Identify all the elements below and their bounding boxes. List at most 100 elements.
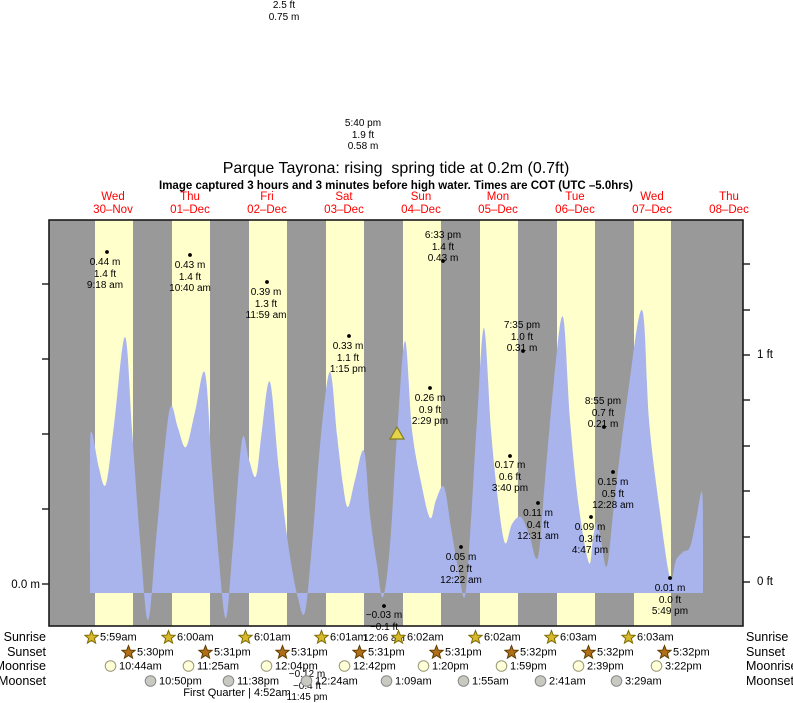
- moonrise-time: 12:04pm: [275, 660, 318, 672]
- sunrise-star-shape: [238, 629, 253, 645]
- sunset-time: 5:32pm: [673, 646, 710, 658]
- tide-annotation-line: 0.05 m: [445, 552, 477, 563]
- tide-annotation-line: 0.33 m: [332, 341, 364, 352]
- tide-annotation-line: 0.09 m: [574, 522, 606, 533]
- sunrise-star-icon: [544, 629, 559, 645]
- moonset-entry: 10:50pm: [143, 674, 202, 689]
- tide-annotation-line: 1.4 ft: [93, 268, 117, 280]
- tide-annotation-line: 11:59 am: [245, 310, 287, 321]
- sunset-star-icon: [504, 644, 519, 660]
- sunset-star-icon: [198, 644, 213, 660]
- tide-annotation-line: 0.2 ft: [449, 563, 473, 575]
- tide-curve-area: [89, 309, 704, 620]
- sunrise-entry: 6:00am: [161, 629, 214, 645]
- moonset-circle-shape: [300, 675, 313, 687]
- sunrise-star-shape: [314, 629, 329, 645]
- moonset-circle-icon: [534, 675, 547, 687]
- sunset-time: 5:32pm: [597, 646, 634, 658]
- tide-annotation-line: 0.11 m: [523, 508, 553, 519]
- sunset-star-shape: [504, 644, 519, 660]
- sunrise-star-icon: [314, 629, 329, 645]
- tide-annotation-line: 0.43 m: [174, 260, 206, 271]
- sunset-star-shape: [352, 644, 367, 660]
- moonset-entry: 11:38pm: [221, 674, 279, 689]
- tide-event-dot: [611, 470, 615, 474]
- moonrise-time: 1:20pm: [432, 660, 469, 672]
- moonset-circle-icon: [380, 675, 393, 687]
- sunset-entry: 5:30pm: [121, 644, 174, 660]
- row-label-moonset-right: Moonset: [746, 674, 793, 688]
- tide-annotation: 0.33 m 1.1 ft 1:15 pm: [330, 341, 366, 376]
- sunrise-entry: 6:01am: [238, 629, 291, 645]
- y-axis-label-0ft: 0 ft: [757, 576, 773, 588]
- tide-annotation-line: 3:40 pm: [491, 483, 529, 494]
- tide-annotation: 2.5 ft 0.75 m: [269, 0, 300, 23]
- moonrise-circle-shape: [338, 660, 351, 672]
- tide-event-dot: [459, 545, 463, 549]
- tide-annotation-line: 11:45 pm: [286, 692, 328, 703]
- day-label: Wed 07–Dec: [632, 191, 672, 216]
- tide-annotation-line: 12:22 am: [440, 575, 482, 586]
- moonset-time: 2:41am: [549, 675, 586, 687]
- moonset-time: 10:50pm: [159, 675, 202, 687]
- day-date: 30–Nov: [93, 203, 133, 216]
- moonrise-entry: 1:20pm: [416, 659, 469, 674]
- row-label-sunrise-right: Sunrise: [746, 630, 789, 644]
- sunrise-star-shape: [468, 629, 483, 645]
- day-name: Wed: [101, 191, 125, 203]
- moonset-circle-shape: [144, 675, 157, 687]
- row-label-sunset-left: Sunset: [7, 645, 46, 659]
- tide-annotation-line: 0.01 m: [654, 583, 686, 594]
- sunset-time: 5:31pm: [214, 646, 251, 658]
- tide-annotation-line: 0.58 m: [347, 141, 379, 152]
- tide-annotation-line: −0.1 ft: [369, 621, 399, 633]
- current-time-marker: [388, 425, 406, 440]
- tide-annotation-line: 0.0 ft: [658, 594, 682, 606]
- sunset-star-icon: [352, 644, 367, 660]
- sunrise-time: 6:00am: [177, 631, 214, 643]
- row-label-sunset-right: Sunset: [746, 645, 785, 659]
- tide-annotation-line: 2.5 ft: [272, 0, 296, 11]
- moonset-circle-shape: [380, 675, 393, 687]
- tide-annotation-line: 0.43 m: [427, 253, 459, 264]
- sunrise-entry: 6:02am: [468, 629, 521, 645]
- moonrise-circle-shape: [495, 660, 508, 672]
- moonrise-entry: 2:39pm: [571, 659, 624, 674]
- moonrise-circle-icon: [572, 660, 585, 672]
- row-label-moonrise-left: Moonrise: [0, 659, 46, 673]
- day-label: Mon 05–Dec: [478, 191, 518, 216]
- tide-annotation: −0.03 m −0.1 ft 12:06 am: [363, 610, 405, 645]
- day-label: Sat 03–Dec: [324, 191, 364, 216]
- moonrise-entry: 3:22pm: [649, 659, 702, 674]
- tide-annotation-line: 0.39 m: [250, 287, 282, 298]
- sunset-time: 5:31pm: [291, 646, 328, 658]
- day-date: 03–Dec: [324, 203, 364, 216]
- sunrise-star-shape: [84, 629, 99, 645]
- tide-annotation: 0.11 m 0.4 ft 12:31 am: [517, 508, 559, 543]
- tide-annotation-line: 0.26 m: [414, 393, 446, 404]
- day-label: Thu 01–Dec: [170, 191, 210, 216]
- moonset-time: 12:24am: [315, 675, 358, 687]
- tide-annotation-line: 0.4 ft: [526, 519, 550, 531]
- moonset-time: 11:38pm: [237, 675, 279, 687]
- moonset-circle-shape: [222, 675, 235, 687]
- tide-annotation-line: −0.03 m: [365, 610, 403, 621]
- sunset-star-icon: [121, 644, 136, 660]
- day-date: 04–Dec: [401, 203, 441, 216]
- tide-annotation-line: 12:06 am: [363, 633, 405, 644]
- tide-annotation: 0.39 m 1.3 ft 11:59 am: [246, 287, 287, 322]
- moonrise-entry: 1:59pm: [494, 659, 547, 674]
- tide-annotation-line: 12:28 am: [592, 500, 634, 511]
- sunrise-time: 6:01am: [330, 631, 367, 643]
- sunrise-star-shape: [161, 629, 176, 645]
- sunrise-time: 6:02am: [407, 631, 444, 643]
- moonset-entry: 12:24am: [299, 674, 358, 689]
- tide-annotation-line: 4:47 pm: [571, 545, 609, 556]
- tide-annotation: 0.15 m 0.5 ft 12:28 am: [592, 477, 634, 512]
- moonset-circle-icon: [300, 675, 313, 687]
- moonset-circle-shape: [534, 675, 547, 687]
- tide-annotation: 0.26 m 0.9 ft 2:29 pm: [412, 393, 448, 428]
- moonrise-circle-icon: [104, 660, 117, 672]
- sunset-star-shape: [581, 644, 596, 660]
